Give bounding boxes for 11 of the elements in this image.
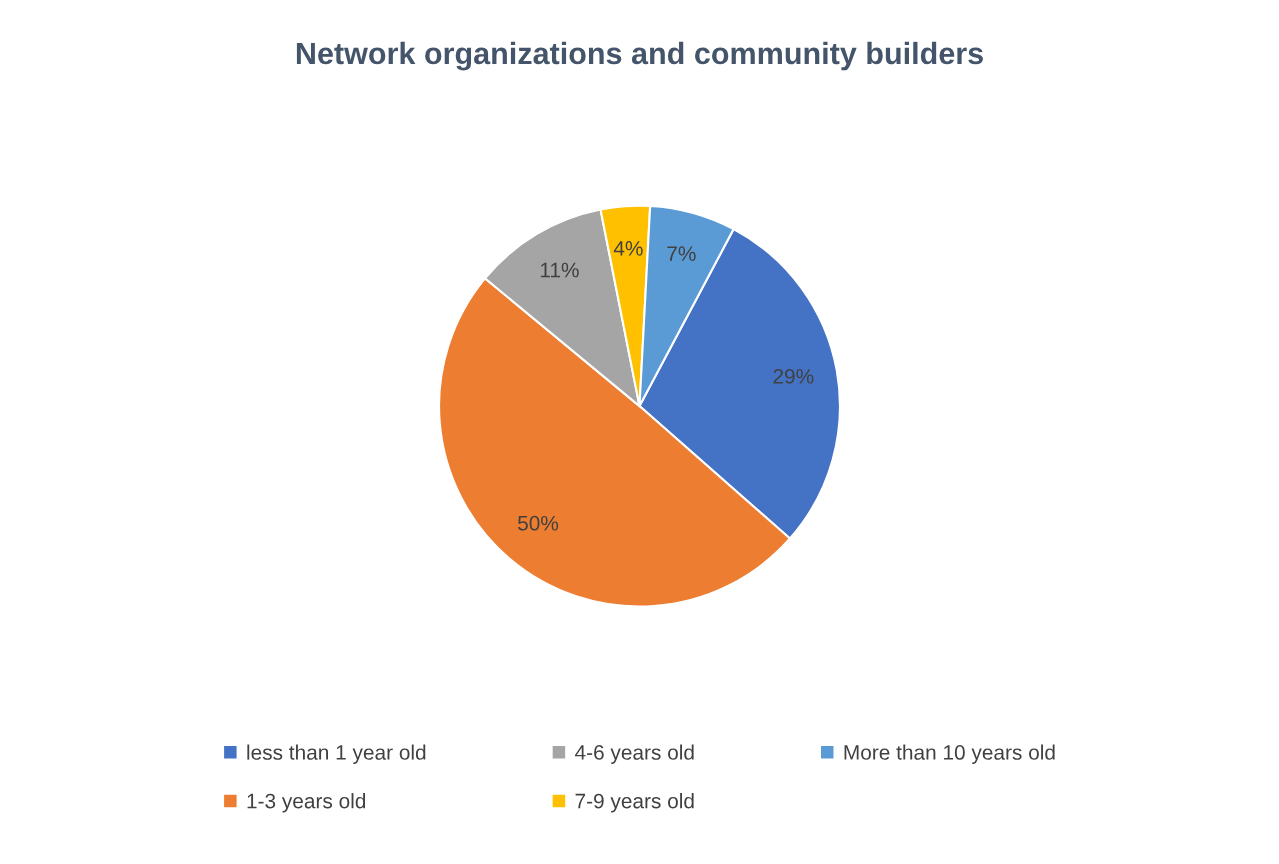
legend-label: 7-9 years old (575, 793, 694, 813)
data-label: 11% (540, 262, 579, 278)
chart-title: Network organizations and community builders (296, 41, 983, 71)
legend-label: 1-3 years old (247, 793, 366, 813)
legend-label: 4-6 years old (575, 744, 694, 764)
legend-label: less than 1 year old (247, 744, 426, 764)
data-label: 7% (667, 246, 696, 261)
data-label: 4% (613, 241, 643, 256)
data-label: 29% (773, 368, 814, 384)
legend-label: More than 10 years old (844, 744, 1055, 764)
data-label: 50% (518, 515, 559, 531)
